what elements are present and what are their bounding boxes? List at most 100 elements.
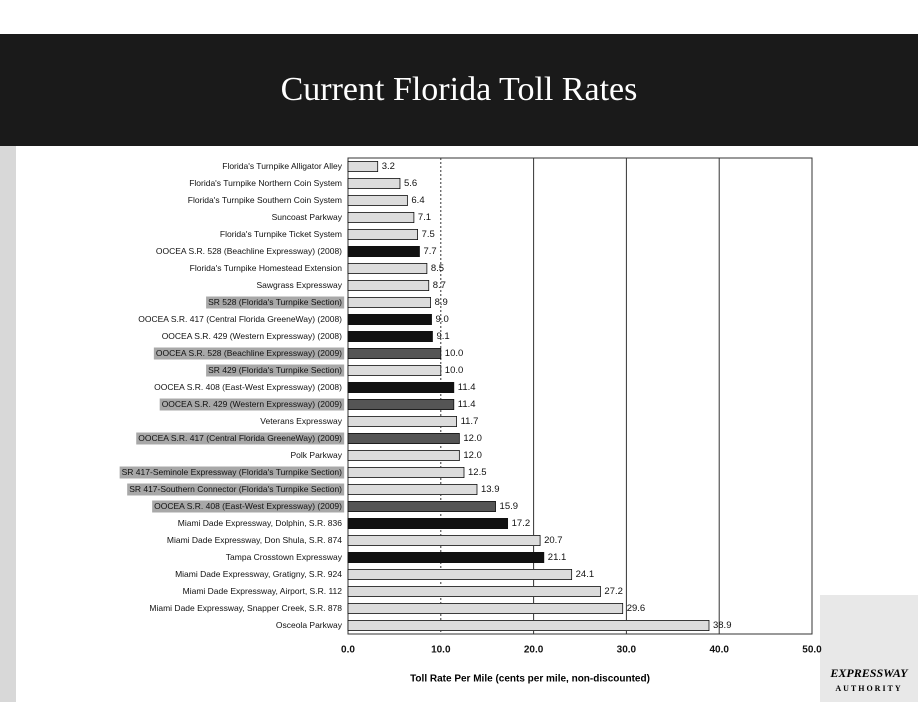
y-tick-label: SR 528 (Florida's Turnpike Section) — [208, 297, 342, 307]
y-tick-label: OOCEA S.R. 528 (Beachline Expressway) (2… — [156, 348, 342, 358]
y-tick-label: SR 429 (Florida's Turnpike Section) — [208, 365, 342, 375]
y-tick-label: Miami Dade Expressway, Don Shula, S.R. 8… — [167, 535, 342, 545]
y-tick-label: Miami Dade Expressway, Snapper Creek, S.… — [149, 603, 342, 613]
label-highlight — [206, 364, 345, 377]
y-tick-label: Florida's Turnpike Northern Coin System — [189, 178, 342, 188]
value-label: 11.7 — [461, 416, 479, 427]
label-highlight — [127, 483, 345, 496]
bar — [347, 364, 442, 376]
value-label: 13.9 — [481, 484, 500, 495]
y-tick-label: Polk Parkway — [291, 450, 343, 460]
value-label: 11.4 — [458, 382, 476, 393]
label-highlight — [136, 432, 345, 445]
bar — [347, 415, 457, 427]
logo-text: AUTHORITY — [835, 684, 902, 693]
value-label: 20.7 — [544, 535, 563, 546]
y-tick-label: SR 417-Seminole Expressway (Florida's Tu… — [122, 467, 343, 477]
y-tick-label: Florida's Turnpike Alligator Alley — [222, 161, 342, 171]
bar — [347, 483, 478, 495]
x-tick-label: 50.0 — [802, 645, 822, 656]
x-tick-label: 40.0 — [709, 645, 729, 656]
x-tick-label: 10.0 — [431, 645, 451, 656]
y-tick-label: Florida's Turnpike Homestead Extension — [190, 263, 343, 273]
y-tick-label: OOCEA S.R. 429 (Western Expressway) (200… — [162, 399, 342, 409]
y-tick-label: Osceola Parkway — [276, 620, 343, 630]
value-label: 6.4 — [411, 195, 424, 206]
y-tick-label: OOCEA S.R. 417 (Central Florida GreeneWa… — [138, 433, 342, 443]
label-highlight — [153, 347, 345, 360]
x-tick-label: 20.0 — [524, 645, 544, 656]
bar — [347, 586, 601, 598]
value-label: 27.2 — [604, 586, 623, 597]
value-label: 12.0 — [463, 433, 482, 444]
bar — [347, 620, 710, 632]
bar — [347, 569, 573, 581]
bar — [347, 262, 428, 274]
y-tick-label: OOCEA S.R. 528 (Beachline Expressway) (2… — [156, 246, 342, 256]
x-axis-label: Toll Rate Per Mile (cents per mile, non-… — [410, 674, 650, 685]
y-tick-label: OOCEA S.R. 429 (Western Expressway) (200… — [162, 331, 342, 341]
y-tick-label: Veterans Expressway — [260, 416, 342, 426]
bar — [347, 211, 415, 223]
y-tick-label: SR 417-Southern Connector (Florida's Tur… — [129, 484, 342, 494]
bar — [347, 279, 430, 291]
x-tick-label: 0.0 — [341, 645, 355, 656]
left-strip — [0, 146, 16, 702]
y-tick-label: OOCEA S.R. 408 (East-West Expressway) (2… — [154, 382, 342, 392]
bar — [347, 296, 431, 308]
logo-text: EXPRESSWAY — [829, 666, 909, 680]
bar — [347, 347, 442, 359]
value-label: 9.1 — [436, 331, 449, 342]
y-tick-label: Florida's Turnpike Southern Coin System — [188, 195, 342, 205]
title-banner — [0, 34, 918, 146]
y-tick-label: Miami Dade Expressway, Gratigny, S.R. 92… — [175, 569, 342, 579]
value-label: 7.5 — [422, 229, 435, 240]
y-tick-label: OOCEA S.R. 417 (Central Florida GreeneWa… — [138, 314, 342, 324]
value-label: 8.5 — [431, 263, 444, 274]
bar — [347, 177, 401, 189]
bar — [347, 466, 465, 478]
value-label: 8.9 — [435, 297, 448, 308]
value-label: 10.0 — [445, 348, 464, 359]
label-highlight — [119, 466, 345, 479]
value-label: 7.7 — [423, 246, 436, 257]
bar — [347, 535, 541, 547]
y-tick-label: Florida's Turnpike Ticket System — [220, 229, 342, 239]
bar — [347, 552, 545, 564]
y-tick-label: Miami Dade Expressway, Dolphin, S.R. 836 — [178, 518, 343, 528]
value-label: 21.1 — [548, 552, 567, 563]
y-tick-label: Miami Dade Expressway, Airport, S.R. 112 — [183, 586, 343, 596]
bar — [347, 603, 624, 615]
bar — [347, 449, 460, 461]
logo-box — [820, 595, 918, 702]
bar — [347, 245, 420, 257]
value-label: 24.1 — [576, 569, 595, 580]
value-label: 9.0 — [436, 314, 449, 325]
bar — [347, 432, 460, 444]
value-label: 38.9 — [713, 620, 732, 631]
bar — [347, 228, 418, 240]
bar — [347, 313, 432, 325]
bar — [347, 518, 509, 530]
value-label: 29.6 — [627, 603, 646, 614]
value-label: 15.9 — [500, 501, 519, 512]
bar — [347, 330, 433, 342]
value-label: 11.4 — [458, 399, 476, 410]
y-tick-label: Suncoast Parkway — [272, 212, 343, 222]
value-label: 12.0 — [463, 450, 482, 461]
y-tick-label: Sawgrass Expressway — [256, 280, 342, 290]
chart-title: Current Florida Toll Rates — [281, 71, 638, 108]
y-tick-label: OOCEA S.R. 408 (East-West Expressway) (2… — [154, 501, 342, 511]
x-tick-label: 30.0 — [617, 645, 637, 656]
label-highlight — [206, 296, 345, 309]
value-label: 3.2 — [382, 161, 395, 172]
y-tick-label: Tampa Crosstown Expressway — [226, 552, 343, 562]
value-label: 8.7 — [433, 280, 446, 291]
value-label: 12.5 — [468, 467, 487, 478]
value-label: 10.0 — [445, 365, 464, 376]
bar — [347, 398, 455, 410]
label-highlight — [152, 500, 345, 513]
bar — [347, 381, 455, 393]
